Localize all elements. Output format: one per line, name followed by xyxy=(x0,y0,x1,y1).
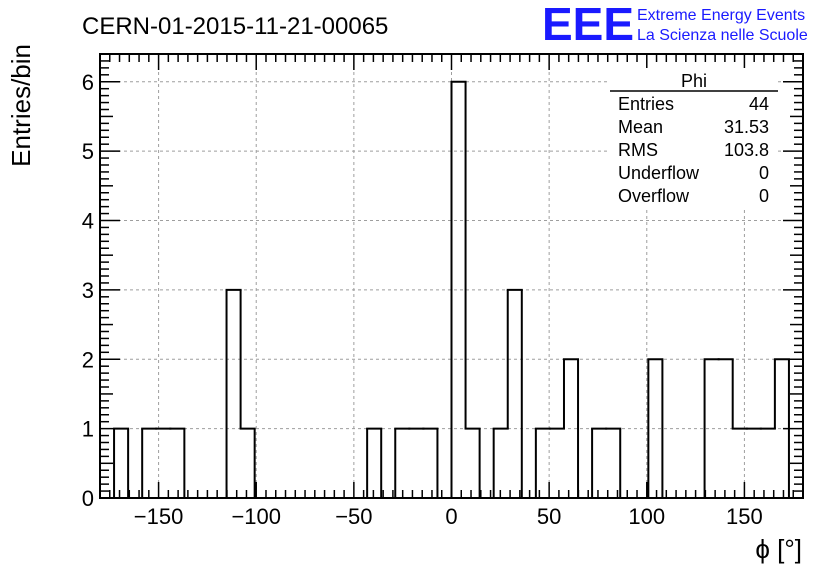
x-tick-label-4: 50 xyxy=(537,504,561,529)
histogram-bars xyxy=(113,80,790,499)
x-tick-label-1: −100 xyxy=(231,504,281,529)
stats-value: 0 xyxy=(759,186,769,206)
y-tick-label-1: 1 xyxy=(82,417,94,442)
stats-value: 0 xyxy=(759,163,769,183)
stats-value: 44 xyxy=(749,94,769,114)
x-tick-label-6: 150 xyxy=(726,504,763,529)
stats-label: RMS xyxy=(618,140,658,160)
y-tick-label-4: 4 xyxy=(82,209,94,234)
eee-logo: EEE Extreme Energy Events La Scienza nel… xyxy=(542,0,808,50)
y-axis-title: Entries/bin xyxy=(6,44,36,167)
y-tick-label-3: 3 xyxy=(82,278,94,303)
stats-title: Phi xyxy=(681,71,707,91)
stats-label: Mean xyxy=(618,117,663,137)
logo-mark: EEE xyxy=(542,0,634,50)
x-tick-label-2: −50 xyxy=(335,504,372,529)
axis-ticks xyxy=(100,53,803,499)
stats-value: 31.53 xyxy=(724,117,769,137)
y-tick-label-0: 0 xyxy=(82,486,94,511)
x-tick-label-0: −150 xyxy=(134,504,184,529)
stats-label: Overflow xyxy=(618,186,690,206)
y-tick-labels: 0 1 2 3 4 5 6 xyxy=(82,70,94,511)
y-tick-label-2: 2 xyxy=(82,347,94,372)
stats-rows: Entries 44 Mean 31.53 RMS 103.8 Underflow 0 Over… xyxy=(618,94,769,206)
stats-value: 103.8 xyxy=(724,140,769,160)
stats-label: Underflow xyxy=(618,163,700,183)
y-tick-label-5: 5 xyxy=(82,139,94,164)
x-tick-label-3: 0 xyxy=(445,504,457,529)
x-tick-label-5: 100 xyxy=(628,504,665,529)
x-axis-title: ϕ [°] xyxy=(755,534,802,564)
x-tick-labels: −150 −100 −50 0 50 100 150 xyxy=(134,504,763,529)
chart-title: CERN-01-2015-11-21-00065 xyxy=(82,13,388,40)
stats-box: Phi Entries 44 Mean 31.53 RMS 103.8 Underflow 0… xyxy=(610,68,778,208)
y-tick-label-6: 6 xyxy=(82,70,94,95)
stats-label: Entries xyxy=(618,94,674,114)
logo-line-1: Extreme Energy Events xyxy=(637,7,805,24)
logo-line-2: La Scienza nelle Scuole xyxy=(637,27,808,44)
